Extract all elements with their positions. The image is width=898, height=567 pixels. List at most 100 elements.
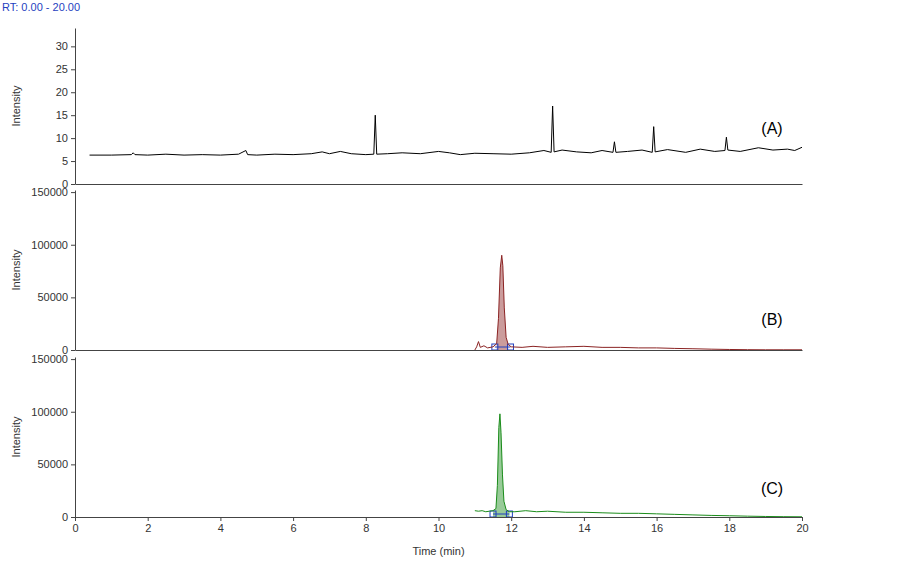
x-tick-mark xyxy=(366,517,367,521)
trace-line xyxy=(475,414,802,517)
y-tick-mark xyxy=(71,184,75,185)
y-tick: 15 xyxy=(56,109,75,121)
x-tick: 2 xyxy=(145,517,151,534)
panel-label: (A) xyxy=(761,120,782,137)
plot-area xyxy=(475,414,802,517)
y-tick-mark xyxy=(71,46,75,47)
x-axis: 0 2 4 6 8 10 12 14 16 18 20 xyxy=(72,517,808,534)
plot-area xyxy=(475,255,802,350)
panel-label: (C) xyxy=(761,480,783,497)
x-tick-mark xyxy=(729,517,730,521)
trace-line xyxy=(90,106,802,155)
x-tick-mark xyxy=(511,517,512,521)
y-tick-label: 100000 xyxy=(31,406,68,418)
x-tick-mark xyxy=(75,517,76,521)
y-tick: 100000 xyxy=(31,406,75,418)
y-tick: 100000 xyxy=(31,239,75,251)
y-tick-label: 150000 xyxy=(31,186,68,198)
y-tick: 30 xyxy=(56,40,75,52)
x-tick: 18 xyxy=(724,517,736,534)
chart-svg: RT: 0.00 - 20.00051015202530Intensity(A)… xyxy=(0,0,898,567)
x-tick-label: 20 xyxy=(796,522,808,534)
x-tick-label: 2 xyxy=(145,522,151,534)
x-tick-mark xyxy=(584,517,585,521)
x-tick-label: 16 xyxy=(651,522,663,534)
x-tick-mark xyxy=(657,517,658,521)
y-tick-label: 150000 xyxy=(31,353,68,365)
integration-baseline xyxy=(493,514,509,515)
y-tick-mark xyxy=(71,92,75,93)
x-axis-line xyxy=(76,184,803,185)
x-tick: 20 xyxy=(796,517,808,534)
x-axis-line xyxy=(76,350,803,351)
y-tick-mark xyxy=(71,464,75,465)
y-tick: 150000 xyxy=(31,186,75,198)
x-tick: 4 xyxy=(218,517,224,534)
y-tick-label: 15 xyxy=(56,109,68,121)
x-tick-mark xyxy=(148,517,149,521)
caption: RT: 0.00 - 20.00 xyxy=(2,1,80,13)
x-tick: 0 xyxy=(72,517,78,534)
y-tick-mark xyxy=(71,138,75,139)
x-tick-mark xyxy=(802,517,803,521)
panel-label: (B) xyxy=(761,311,782,328)
x-tick-label: 18 xyxy=(724,522,736,534)
y-tick-mark xyxy=(71,350,75,351)
y-tick-label: 50000 xyxy=(37,458,68,470)
chart-root: RT: 0.00 - 20.00051015202530Intensity(A)… xyxy=(0,0,898,567)
x-tick: 8 xyxy=(363,517,369,534)
x-tick-mark xyxy=(220,517,221,521)
y-axis-line xyxy=(75,191,76,351)
y-tick-mark xyxy=(71,359,75,360)
y-tick-mark xyxy=(71,297,75,298)
y-tick: 150000 xyxy=(31,353,75,365)
y-tick-mark xyxy=(71,69,75,70)
y-axis-title: Intensity xyxy=(10,249,22,290)
x-tick: 16 xyxy=(651,517,663,534)
y-tick: 5 xyxy=(62,155,75,167)
y-axis: 050000100000150000 xyxy=(31,186,75,356)
y-tick-label: 25 xyxy=(56,63,68,75)
x-tick-label: 6 xyxy=(291,522,297,534)
plot-area xyxy=(90,106,802,155)
x-axis xyxy=(76,184,803,185)
y-tick: 50000 xyxy=(37,291,75,303)
x-tick-label: 8 xyxy=(363,522,369,534)
integration-baseline xyxy=(495,347,511,348)
integration-marker xyxy=(490,511,496,517)
y-tick-label: 50000 xyxy=(37,291,68,303)
y-tick-mark xyxy=(71,161,75,162)
y-axis: 051015202530 xyxy=(56,29,76,191)
y-axis: 0 50000 100000 150000 xyxy=(31,353,75,523)
y-tick: 25 xyxy=(56,63,75,75)
y-axis-line xyxy=(75,358,76,518)
x-tick-label: 0 xyxy=(72,522,78,534)
x-tick-label: 4 xyxy=(218,522,224,534)
y-tick-mark xyxy=(71,245,75,246)
y-tick-label: 10 xyxy=(56,132,68,144)
x-tick: 6 xyxy=(291,517,297,534)
y-axis-line xyxy=(75,29,76,185)
x-tick-label: 12 xyxy=(506,522,518,534)
x-axis xyxy=(76,350,803,351)
y-axis-title: Intensity xyxy=(10,416,22,457)
x-tick: 14 xyxy=(578,517,590,534)
y-tick-label: 100000 xyxy=(31,239,68,251)
y-tick-mark xyxy=(71,412,75,413)
y-tick-label: 0 xyxy=(62,511,68,523)
y-tick: 20 xyxy=(56,86,75,98)
x-tick-label: 10 xyxy=(433,522,445,534)
x-tick-mark xyxy=(439,517,440,521)
y-tick-mark xyxy=(71,115,75,116)
y-axis-title: Intensity xyxy=(10,85,22,126)
trace-line xyxy=(475,255,802,350)
y-tick-label: 20 xyxy=(56,86,68,98)
y-tick: 50000 xyxy=(37,458,75,470)
y-tick-label: 5 xyxy=(62,155,68,167)
y-tick-mark xyxy=(71,517,75,518)
x-tick-label: 14 xyxy=(578,522,590,534)
x-tick: 10 xyxy=(433,517,445,534)
x-tick: 12 xyxy=(506,517,518,534)
x-axis-title: Time (min) xyxy=(412,545,464,557)
y-tick-mark xyxy=(71,192,75,193)
